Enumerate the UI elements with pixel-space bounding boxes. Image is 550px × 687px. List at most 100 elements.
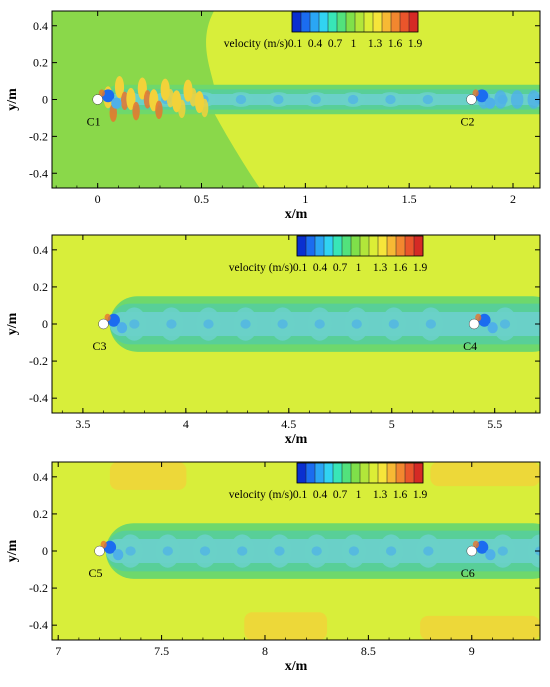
vortex-low <box>166 319 177 329</box>
vortex-low <box>348 546 360 556</box>
vortex-shed <box>200 98 209 118</box>
contour-field <box>52 11 540 188</box>
colorbar-swatch <box>391 12 401 32</box>
colorbar-swatch <box>315 236 325 256</box>
colorbar-swatch <box>319 12 329 32</box>
colorbar-tick-label: 1.3 <box>373 489 388 501</box>
colorbar-tick-label: 0.4 <box>313 262 328 274</box>
colorbar-tick-label: 1.6 <box>388 38 403 50</box>
vortex-low <box>422 94 434 105</box>
near-wake-low <box>111 97 122 109</box>
near-wake-low <box>478 313 491 327</box>
colorbar-swatch <box>405 463 415 483</box>
colorbar-label: velocity (m/s) <box>229 489 293 501</box>
x-tick-label: 7 <box>55 644 61 658</box>
y-tick-label: -0.4 <box>29 166 48 180</box>
vortex-low <box>347 94 359 105</box>
colorbar-swatch <box>400 12 410 32</box>
vortex-shed <box>126 87 136 111</box>
cylinder-label: C1 <box>87 115 101 129</box>
colorbar-swatch <box>306 236 316 256</box>
colorbar-tick-label: 0.1 <box>288 38 303 50</box>
colorbar-tick-label: 1 <box>351 38 357 50</box>
near-wake-low <box>113 549 124 561</box>
colorbar-tick-label: 1.3 <box>368 38 383 50</box>
colorbar-frame <box>291 11 419 33</box>
x-tick-label: 1 <box>302 192 308 206</box>
x-tick-label: 5.5 <box>487 417 502 431</box>
x-tick-label: 8.5 <box>361 644 376 658</box>
near-wake-low <box>103 540 117 554</box>
x-tick-label: 3.5 <box>75 417 90 431</box>
vortex-low <box>237 546 248 556</box>
x-tick-label: 2 <box>510 192 516 206</box>
colorbar-swatch <box>342 236 352 256</box>
cylinder-label: C3 <box>92 339 106 353</box>
near-wake-low <box>487 322 498 334</box>
x-axis-label: x/m <box>285 207 308 222</box>
vortex-low <box>129 319 140 329</box>
x-tick-label: 4.5 <box>281 417 296 431</box>
cylinder-c6 <box>466 545 478 557</box>
colorbar-swatch <box>346 12 356 32</box>
colorbar-swatch <box>364 12 374 32</box>
colorbar-swatch <box>378 463 388 483</box>
colorbar-swatch <box>310 12 320 32</box>
cylinder-c3 <box>98 318 109 330</box>
shear-layer-high <box>472 540 480 549</box>
colorbar-tick-label: 1 <box>356 262 362 274</box>
colorbar-swatch <box>355 12 365 32</box>
colorbar-swatch <box>369 463 379 483</box>
vortex-shed <box>155 100 163 120</box>
vortex-core <box>494 90 507 109</box>
vortex-low <box>125 546 136 556</box>
near-wake-low <box>116 322 128 334</box>
vortex-low <box>235 94 247 105</box>
colorbar: velocity (m/s) 0.1 0.4 0.7 1 1.3 1.6 1.9 <box>229 462 428 501</box>
high-speed-patch <box>244 612 328 640</box>
colorbar-swatch <box>333 463 343 483</box>
colorbar-swatch <box>337 12 347 32</box>
vortex-core <box>527 90 540 109</box>
vortex-low <box>425 319 437 329</box>
y-axis-label: y/m <box>5 539 20 562</box>
colorbar-frame <box>296 462 424 484</box>
x-axis-label: x/m <box>285 432 308 447</box>
vortex-low <box>277 319 288 329</box>
vortex-low <box>162 546 173 556</box>
vortex-shed <box>178 99 186 119</box>
vortex-low <box>499 319 511 329</box>
vortex-low <box>311 546 322 556</box>
colorbar-tick-label: 0.1 <box>293 489 308 501</box>
colorbar-swatch <box>301 12 311 32</box>
high-speed-patch <box>430 462 540 487</box>
colorbar-swatch <box>324 463 334 483</box>
colorbar-label: velocity (m/s) <box>224 38 288 50</box>
shear-layer-high <box>98 89 105 97</box>
shear-layer-high <box>100 540 107 549</box>
colorbar-tick-label: 0.4 <box>308 38 323 50</box>
vortex-low <box>240 319 251 329</box>
x-tick-label: 0 <box>95 192 101 206</box>
colorbar-tick-label: 0.4 <box>313 489 328 501</box>
colorbar-swatch <box>324 236 334 256</box>
colorbar-swatch <box>351 463 361 483</box>
near-wake-low <box>484 97 496 109</box>
colorbar-tick-label: 1 <box>356 489 362 501</box>
y-tick-label: 0.2 <box>33 56 48 70</box>
y-axis-label: y/m <box>5 312 20 335</box>
colorbar: velocity (m/s) 0.1 0.4 0.7 1 1.3 1.6 1.9 <box>229 235 427 274</box>
colorbar-tick-label: 1.9 <box>413 489 428 501</box>
high-speed-patch <box>420 615 540 640</box>
vortex-core <box>527 534 540 568</box>
colorbar-swatch <box>360 236 370 256</box>
vortex-low <box>388 319 399 329</box>
y-tick-label: 0.4 <box>33 243 48 257</box>
cylinder-c1 <box>92 94 103 105</box>
colorbar-swatch <box>409 12 419 32</box>
vortex-low <box>385 94 396 105</box>
x-tick-label: 9 <box>469 644 475 658</box>
colorbar-swatch <box>351 236 361 256</box>
cylinder-label: C5 <box>89 566 103 580</box>
y-tick-label: 0.2 <box>33 280 48 294</box>
